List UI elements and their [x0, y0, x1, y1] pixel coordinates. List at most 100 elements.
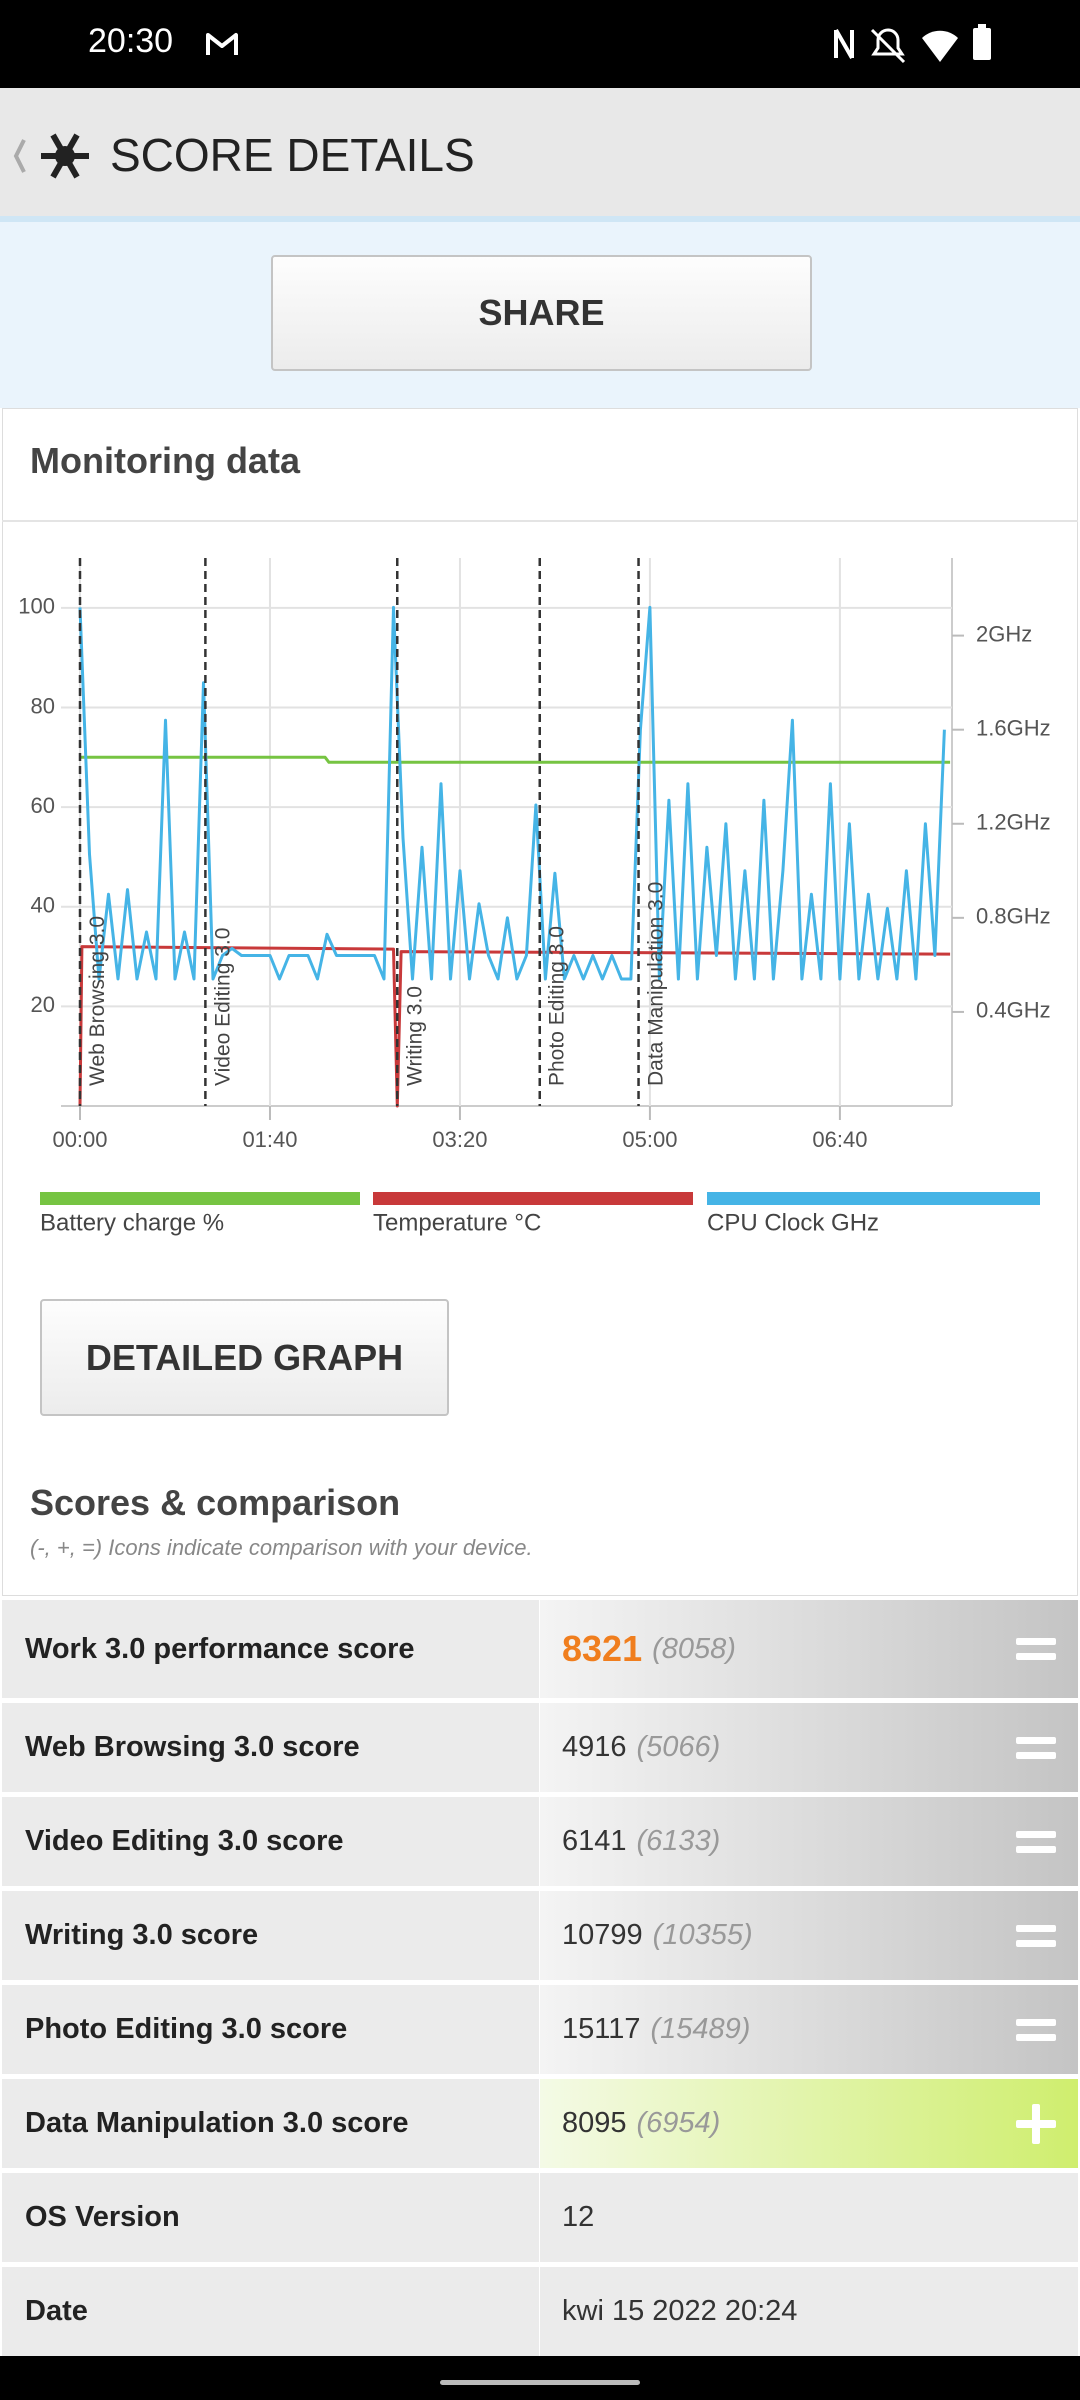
row-label: Video Editing 3.0 score [25, 1825, 344, 1857]
legend-label: CPU Clock GHz [707, 1209, 879, 1236]
mail-icon [206, 33, 238, 55]
score-value: 8321 [562, 1628, 643, 1669]
row-value-cell: 10799 (10355) [540, 1891, 1078, 1980]
phase-label: Writing 3.0 [403, 986, 426, 1086]
row-label: Web Browsing 3.0 score [25, 1731, 360, 1763]
home-handle[interactable] [440, 2380, 640, 2385]
score-row: Work 3.0 performance score 8321 (8058) [0, 1600, 1080, 1698]
reference-value: (10355) [652, 1919, 753, 1951]
score-value: 4916 [562, 1731, 627, 1763]
icon-bar [1016, 1830, 1056, 1838]
icon-bar [1032, 2103, 1040, 2144]
icon-bar [1016, 1845, 1056, 1853]
comparison-icon [1016, 1638, 1056, 1660]
legend-swatch [707, 1192, 1040, 1205]
reference-value: (5066) [636, 1731, 721, 1763]
row-value-cell: 8095 (6954) [540, 2079, 1078, 2168]
section-title: Scores & comparison [30, 1482, 401, 1523]
section-title: Monitoring data [30, 440, 300, 481]
comparison-icon [1016, 2103, 1056, 2144]
comparison-icon [1016, 2018, 1056, 2041]
phase-label: Photo Editing 3.0 [546, 926, 569, 1086]
row-value-cell: 12 [540, 2173, 1078, 2262]
row-value-cell: 6141 (6133) [540, 1797, 1078, 1886]
phase-label: Video Editing 3.0 [211, 928, 234, 1086]
row-label: Work 3.0 performance score [25, 1632, 415, 1665]
score-row: Web Browsing 3.0 score 4916 (5066) [0, 1703, 1080, 1792]
legend-label: Temperature °C [373, 1209, 541, 1236]
row-label-cell: OS Version [2, 2173, 539, 2262]
reference-value: (6954) [636, 2107, 721, 2139]
comparison-icon [1016, 1736, 1056, 1759]
x-tick-label: 06:40 [812, 1127, 867, 1152]
comparison-icon [1016, 1830, 1056, 1853]
icon-bar [1016, 1638, 1056, 1645]
x-tick-label: 05:00 [622, 1127, 677, 1152]
reference-value: (15489) [650, 2013, 751, 2045]
icon-bar [1016, 2033, 1056, 2041]
y2-tick-label: 1.6GHz [976, 716, 1051, 741]
series-line [78, 605, 946, 981]
status-bar: 20:30 [0, 0, 1080, 88]
legend-label: Battery charge % [40, 1209, 224, 1236]
y2-tick-label: 0.8GHz [976, 904, 1051, 929]
score-row: Data Manipulation 3.0 score 8095 (6954) [0, 2079, 1080, 2168]
y-tick-label: 40 [31, 893, 55, 918]
score-value: 8095 [562, 2107, 627, 2139]
score-value: kwi 15 2022 20:24 [562, 2295, 798, 2327]
comparison-icon [1016, 1924, 1056, 1947]
series-line [80, 755, 951, 764]
score-value: 12 [562, 2201, 595, 2233]
legend-swatch [373, 1192, 693, 1205]
back-logo[interactable] [10, 126, 110, 186]
icon-bar [1016, 1751, 1056, 1759]
phase-label: Web Browsing 3.0 [86, 916, 109, 1086]
share-button[interactable]: SHARE [271, 255, 812, 371]
y-tick-label: 100 [18, 594, 55, 619]
row-label-cell: Web Browsing 3.0 score [2, 1703, 539, 1792]
reference-value: (8058) [652, 1632, 736, 1665]
x-tick-label: 01:40 [242, 1127, 297, 1152]
row-label-cell: Video Editing 3.0 score [2, 1797, 539, 1886]
y-tick-label: 60 [31, 793, 55, 818]
icon-bar [1016, 2018, 1056, 2026]
legend-swatch [40, 1192, 360, 1205]
row-label-cell: Writing 3.0 score [2, 1891, 539, 1980]
icon-bar [1016, 1924, 1056, 1932]
nav-bar [0, 2356, 1080, 2400]
row-value-cell: 15117 (15489) [540, 1985, 1078, 2074]
chart: 20 40 60 80 100 00:00 01:40 03:20 05:00 06:40 0.4G… [18, 558, 1051, 1236]
row-label-cell: Date [2, 2267, 539, 2356]
row-label: Writing 3.0 score [25, 1919, 259, 1951]
reference-value: (6133) [636, 1825, 721, 1857]
y2-tick-label: 1.2GHz [976, 810, 1051, 835]
phase-label: Data Manipulation 3.0 [645, 882, 668, 1086]
row-value-cell: 4916 (5066) [540, 1703, 1078, 1792]
row-label: Photo Editing 3.0 score [25, 2013, 348, 2045]
detailed-graph-button[interactable]: DETAILED GRAPH [40, 1299, 449, 1416]
x-tick-label: 00:00 [52, 1127, 107, 1152]
y2-tick-label: 0.4GHz [976, 998, 1051, 1023]
score-row: OS Version 12 [0, 2173, 1080, 2262]
icon-bar [1016, 1939, 1056, 1947]
row-value-cell: kwi 15 2022 20:24 [540, 2267, 1078, 2356]
row-label-cell: Work 3.0 performance score [2, 1600, 539, 1698]
icon-bar [1016, 1736, 1056, 1744]
score-row: Photo Editing 3.0 score 15117 (15489) [0, 1985, 1080, 2074]
score-value: 10799 [562, 1919, 643, 1951]
score-row: Date kwi 15 2022 20:24 [0, 2267, 1080, 2356]
section-subtitle: (-, +, =) Icons indicate comparison with… [30, 1535, 533, 1560]
row-label: Data Manipulation 3.0 score [25, 2107, 409, 2139]
y-tick-label: 20 [31, 992, 55, 1017]
y-tick-label: 80 [31, 693, 55, 718]
row-value-cell: 8321 (8058) [540, 1600, 1078, 1698]
row-label: Date [25, 2295, 88, 2327]
divider [2, 520, 1078, 522]
score-value: 6141 [562, 1825, 627, 1857]
row-label-cell: Photo Editing 3.0 score [2, 1985, 539, 2074]
score-row: Video Editing 3.0 score 6141 (6133) [0, 1797, 1080, 1886]
series-line [78, 945, 951, 1108]
icon-bar [1016, 1653, 1056, 1660]
clock: 20:30 [88, 22, 174, 60]
